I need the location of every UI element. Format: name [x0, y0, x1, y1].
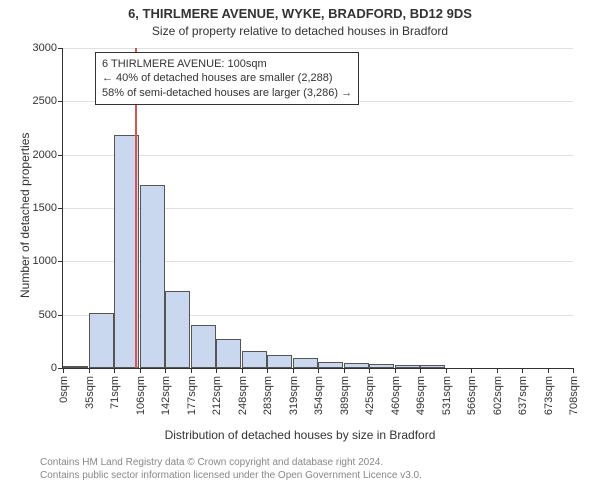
- x-tick-label: 602sqm: [490, 376, 504, 415]
- bar: [89, 313, 114, 368]
- x-tick: [573, 368, 574, 373]
- x-tick: [420, 368, 421, 373]
- x-tick: [548, 368, 549, 373]
- x-tick: [191, 368, 192, 373]
- x-tick: [344, 368, 345, 373]
- x-tick-label: 496sqm: [413, 376, 427, 415]
- x-tick-label: 319sqm: [286, 376, 300, 415]
- chart-title-sub: Size of property relative to detached ho…: [0, 24, 600, 38]
- x-tick-label: 389sqm: [337, 376, 351, 415]
- y-axis-label: Number of detached properties: [18, 133, 32, 298]
- x-tick: [497, 368, 498, 373]
- x-tick: [242, 368, 243, 373]
- x-tick-label: 460sqm: [388, 376, 402, 415]
- x-tick: [522, 368, 523, 373]
- y-tick-label: 1500: [33, 202, 63, 214]
- x-tick: [63, 368, 64, 373]
- x-tick-label: 71sqm: [107, 376, 121, 409]
- x-tick-label: 142sqm: [158, 376, 172, 415]
- x-tick-label: 106sqm: [133, 376, 147, 415]
- x-tick-label: 177sqm: [184, 376, 198, 415]
- x-tick: [140, 368, 141, 373]
- x-tick-label: 35sqm: [82, 376, 96, 409]
- chart-footer: Contains HM Land Registry data © Crown c…: [40, 456, 422, 482]
- x-tick-label: 248sqm: [235, 376, 249, 415]
- grid-line: [63, 155, 573, 156]
- x-tick: [369, 368, 370, 373]
- x-tick: [446, 368, 447, 373]
- bar: [63, 366, 88, 368]
- bar: [369, 364, 394, 368]
- annotation-box: 6 THIRLMERE AVENUE: 100sqm ← 40% of deta…: [95, 52, 359, 105]
- x-tick: [165, 368, 166, 373]
- x-tick-label: 673sqm: [541, 376, 555, 415]
- bar: [344, 363, 369, 368]
- x-tick-label: 354sqm: [311, 376, 325, 415]
- bar: [395, 365, 420, 368]
- x-tick-label: 566sqm: [464, 376, 478, 415]
- y-tick-label: 1000: [33, 255, 63, 267]
- x-tick: [318, 368, 319, 373]
- annotation-line-3: 58% of semi-detached houses are larger (…: [102, 86, 352, 100]
- y-tick-label: 500: [39, 309, 63, 321]
- grid-line: [63, 48, 573, 49]
- y-tick-label: 2000: [33, 149, 63, 161]
- x-tick: [114, 368, 115, 373]
- annotation-line-1: 6 THIRLMERE AVENUE: 100sqm: [102, 57, 352, 71]
- bar: [318, 362, 343, 368]
- bar: [267, 355, 292, 368]
- annotation-line-2: ← 40% of detached houses are smaller (2,…: [102, 71, 352, 85]
- bar: [191, 325, 216, 368]
- y-tick-label: 2500: [33, 95, 63, 107]
- x-tick: [395, 368, 396, 373]
- x-tick-label: 0sqm: [56, 376, 70, 403]
- x-tick-label: 212sqm: [209, 376, 223, 415]
- x-tick: [267, 368, 268, 373]
- footer-line-2: Contains public sector information licen…: [40, 469, 422, 482]
- chart-container: 6, THIRLMERE AVENUE, WYKE, BRADFORD, BD1…: [0, 0, 600, 500]
- bar: [216, 339, 241, 368]
- bar: [420, 365, 445, 368]
- x-tick: [216, 368, 217, 373]
- y-tick-label: 3000: [33, 42, 63, 54]
- x-tick: [293, 368, 294, 373]
- x-tick-label: 283sqm: [260, 376, 274, 415]
- x-tick: [89, 368, 90, 373]
- x-tick-label: 637sqm: [515, 376, 529, 415]
- x-tick-label: 708sqm: [566, 376, 580, 415]
- footer-line-1: Contains HM Land Registry data © Crown c…: [40, 456, 422, 469]
- bar: [140, 185, 165, 368]
- x-tick: [471, 368, 472, 373]
- bar: [293, 358, 318, 368]
- bar: [165, 291, 190, 368]
- x-axis-label: Distribution of detached houses by size …: [0, 428, 600, 442]
- chart-title-main: 6, THIRLMERE AVENUE, WYKE, BRADFORD, BD1…: [0, 6, 600, 21]
- y-tick-label: 0: [51, 362, 63, 374]
- x-tick-label: 425sqm: [362, 376, 376, 415]
- bar: [242, 351, 267, 368]
- x-tick-label: 531sqm: [439, 376, 453, 415]
